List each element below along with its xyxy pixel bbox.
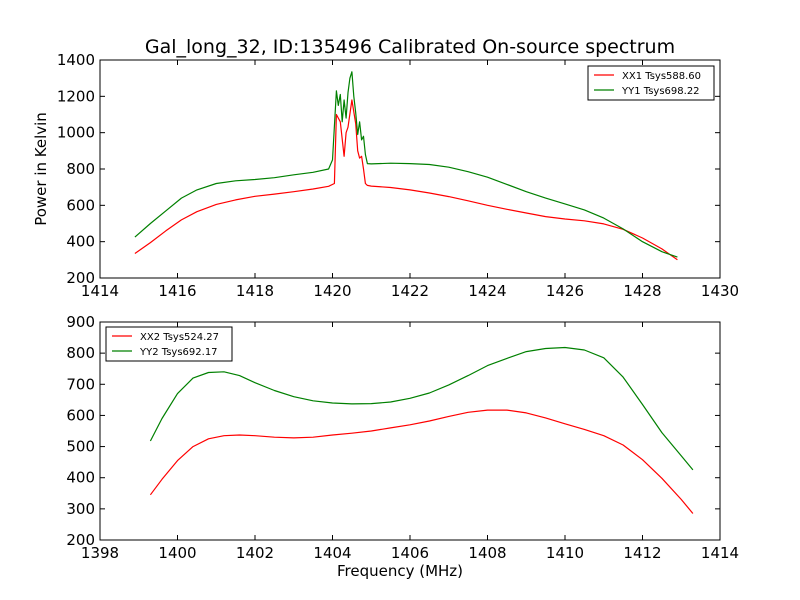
x-axis-label: Frequency (MHz): [337, 562, 463, 580]
top-spectrum-panel: 1414 1416 1418 1420 1422 1424 1426 1428 1430 200 4…: [32, 51, 739, 300]
x-tick-label: 1430: [701, 282, 739, 300]
y-tick-label: 700: [66, 375, 95, 393]
y-tick-label: 300: [66, 500, 95, 518]
x-tick-label: 1428: [623, 282, 661, 300]
x-tick-label: 1420: [313, 282, 351, 300]
x-tick-label: 1414: [81, 282, 119, 300]
legend-box: [105, 326, 233, 362]
x-tick-label: 1398: [81, 544, 119, 562]
y-tick-label: 400: [66, 233, 95, 251]
x-tick-label: 1402: [236, 544, 274, 562]
legend-label-2: YY1 Tsys698.22: [621, 86, 700, 97]
x-tick-label: 1424: [468, 282, 506, 300]
y-tick-label: 600: [66, 196, 95, 214]
series-line-1: [134, 99, 678, 261]
x-tick-label: 1416: [158, 282, 196, 300]
y-tick-label: 1000: [57, 124, 95, 142]
x-tick-label: 1426: [546, 282, 584, 300]
bottom-spectrum-panel: 1398 1400 1402 1404 1406 1408 1410 1412 1414 200 3…: [66, 313, 739, 580]
y-tick-label: 400: [66, 469, 95, 487]
y-axis-label: Power in Kelvin: [32, 112, 50, 226]
x-tick-label: 1418: [236, 282, 274, 300]
series-line-2: [149, 346, 694, 471]
y-tick-label: 500: [66, 438, 95, 456]
x-tick-label: 1422: [391, 282, 429, 300]
figure-title: Gal_long_32, ID:135496 Calibrated On-sou…: [145, 36, 675, 58]
y-tick-label: 900: [66, 313, 95, 331]
x-tick-label: 1414: [701, 544, 739, 562]
y-tick-label: 200: [66, 531, 95, 549]
x-tick-label: 1400: [158, 544, 196, 562]
x-tick-label: 1404: [313, 544, 351, 562]
y-tick-label: 1400: [57, 51, 95, 69]
legend-label-2: YY2 Tsys692.17: [139, 347, 218, 358]
x-tick-label: 1410: [546, 544, 584, 562]
legend-label-1: XX1 Tsys588.60: [622, 71, 701, 82]
legend: XX2 Tsys524.27 YY2 Tsys692.17: [105, 326, 233, 362]
legend: XX1 Tsys588.60 YY1 Tsys698.22: [587, 65, 715, 101]
x-tick-label: 1412: [623, 544, 661, 562]
y-tick-label: 600: [66, 406, 95, 424]
y-tick-label: 800: [66, 160, 95, 178]
legend-box: [587, 65, 715, 101]
x-tick-label: 1406: [391, 544, 429, 562]
legend-label-1: XX2 Tsys524.27: [140, 332, 219, 343]
x-tick-label: 1408: [468, 544, 506, 562]
y-tick-label: 200: [66, 269, 95, 287]
y-tick-label: 1200: [57, 87, 95, 105]
series-line-1: [149, 409, 694, 514]
series-line-2: [134, 71, 678, 258]
y-tick-label: 800: [66, 344, 95, 362]
